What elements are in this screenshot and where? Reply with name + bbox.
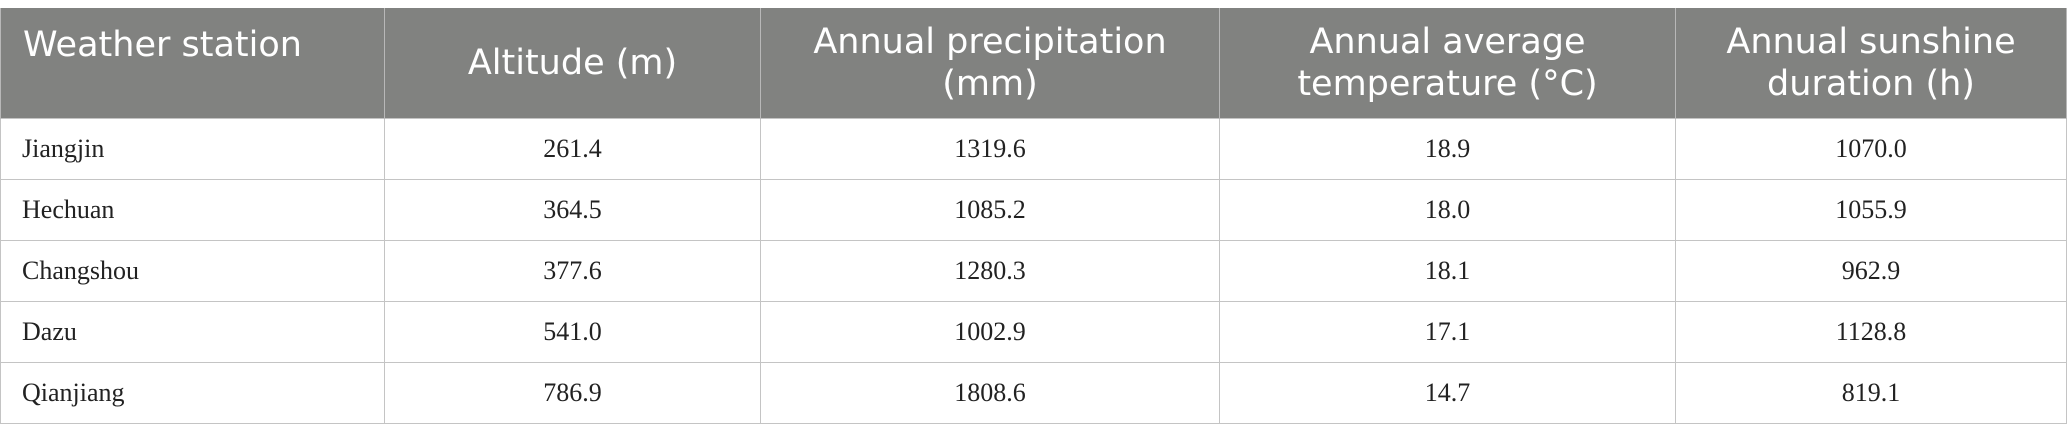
cell-temperature: 17.1: [1219, 300, 1676, 363]
cell-temperature: 18.9: [1219, 117, 1676, 180]
cell-temperature: 14.7: [1219, 361, 1676, 424]
header-row: Weather station Altitude (m) Annual prec…: [0, 8, 2067, 118]
weather-station-table-container: Weather station Altitude (m) Annual prec…: [0, 8, 2067, 424]
cell-station: Dazu: [0, 300, 385, 363]
cell-precipitation: 1085.2: [760, 178, 1220, 241]
header-weather-station: Weather station: [0, 8, 385, 118]
cell-station: Changshou: [0, 239, 385, 302]
table-row: Qianjiang 786.9 1808.6 14.7 819.1: [0, 361, 2067, 424]
header-annual-average-temperature: Annual average temperature (°C): [1219, 8, 1676, 118]
header-annual-precipitation: Annual precipitation (mm): [760, 8, 1220, 118]
cell-station: Hechuan: [0, 178, 385, 241]
cell-station: Qianjiang: [0, 361, 385, 424]
header-annual-sunshine-duration: Annual sunshine duration (h): [1675, 8, 2067, 118]
cell-sunshine: 962.9: [1675, 239, 2067, 302]
cell-temperature: 18.1: [1219, 239, 1676, 302]
cell-sunshine: 1055.9: [1675, 178, 2067, 241]
cell-precipitation: 1002.9: [760, 300, 1220, 363]
cell-station: Jiangjin: [0, 117, 385, 180]
cell-altitude: 364.5: [384, 178, 761, 241]
table-row: Dazu 541.0 1002.9 17.1 1128.8: [0, 300, 2067, 363]
table-header: Weather station Altitude (m) Annual prec…: [0, 8, 2067, 118]
table-row: Jiangjin 261.4 1319.6 18.9 1070.0: [0, 117, 2067, 180]
cell-precipitation: 1319.6: [760, 117, 1220, 180]
cell-precipitation: 1808.6: [760, 361, 1220, 424]
table-row: Hechuan 364.5 1085.2 18.0 1055.9: [0, 178, 2067, 241]
cell-temperature: 18.0: [1219, 178, 1676, 241]
cell-sunshine: 1128.8: [1675, 300, 2067, 363]
weather-station-table: Weather station Altitude (m) Annual prec…: [0, 8, 2067, 424]
cell-altitude: 541.0: [384, 300, 761, 363]
cell-sunshine: 1070.0: [1675, 117, 2067, 180]
cell-sunshine: 819.1: [1675, 361, 2067, 424]
table-row: Changshou 377.6 1280.3 18.1 962.9: [0, 239, 2067, 302]
cell-precipitation: 1280.3: [760, 239, 1220, 302]
table-body: Jiangjin 261.4 1319.6 18.9 1070.0 Hechua…: [0, 117, 2067, 424]
cell-altitude: 261.4: [384, 117, 761, 180]
cell-altitude: 377.6: [384, 239, 761, 302]
header-altitude: Altitude (m): [384, 8, 761, 118]
cell-altitude: 786.9: [384, 361, 761, 424]
